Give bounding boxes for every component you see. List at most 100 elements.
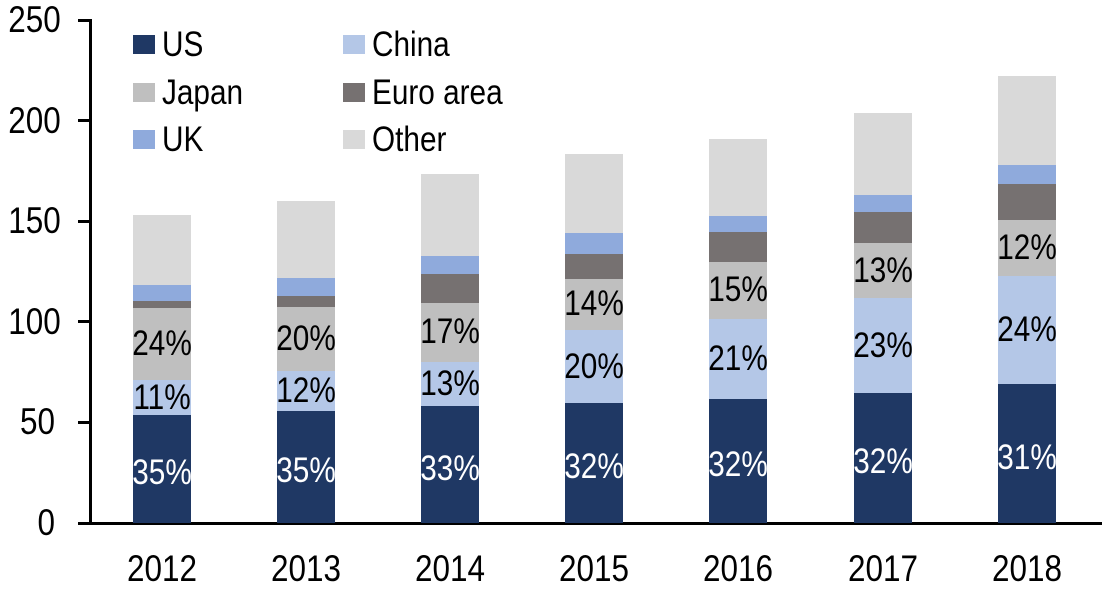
segment-pct-label: 31% xyxy=(996,437,1057,477)
y-tick xyxy=(78,420,89,424)
segment-pct-label: 24% xyxy=(132,324,192,364)
x-axis-label: 2015 xyxy=(559,548,630,589)
legend-label: Other xyxy=(372,120,447,159)
bar-segment-china xyxy=(997,275,1056,385)
segment-pct-label: 35% xyxy=(132,453,192,493)
bar-segment-uk xyxy=(277,277,336,296)
legend-item-euro-area: Euro area xyxy=(343,73,526,112)
segment-pct-label: 35% xyxy=(276,451,336,491)
bar-segment-other xyxy=(421,174,480,256)
bar-segment-other xyxy=(709,138,768,217)
bar-segment-uk xyxy=(421,255,480,274)
bar-segment-us xyxy=(709,399,768,523)
x-axis-label: 2018 xyxy=(991,548,1062,589)
us-legend-swatch xyxy=(133,35,155,54)
other-legend-swatch xyxy=(343,130,365,149)
segment-pct-label: 12% xyxy=(996,228,1057,268)
segment-pct-label: 20% xyxy=(276,319,336,358)
japan-legend-swatch xyxy=(133,83,155,102)
bar-segment-other xyxy=(853,112,912,196)
bar-segment-euro-area xyxy=(709,232,768,262)
bar-segment-euro-area xyxy=(565,253,624,279)
bar-segment-us xyxy=(997,384,1056,523)
bar-segment-us xyxy=(133,415,191,523)
bar-segment-japan xyxy=(709,261,768,319)
bar-segment-china xyxy=(421,362,480,407)
segment-pct-label: 32% xyxy=(708,445,769,485)
legend-label: UK xyxy=(162,120,204,159)
legend-label: US xyxy=(162,25,204,64)
segment-pct-label: 33% xyxy=(420,448,480,488)
legend-item-china: China xyxy=(343,25,463,64)
bar-segment-uk xyxy=(709,216,768,233)
bar-segment-china xyxy=(709,318,768,400)
bar-segment-us xyxy=(853,393,912,523)
segment-pct-label: 14% xyxy=(564,284,625,324)
bar-segment-china xyxy=(565,329,624,404)
x-axis-label: 2017 xyxy=(847,548,918,589)
bar-segment-euro-area xyxy=(997,184,1056,221)
y-tick-label: 250 xyxy=(8,0,61,41)
bar-segment-japan xyxy=(133,307,191,381)
euro-area-legend-swatch xyxy=(343,83,365,102)
bar-segment-other xyxy=(133,215,191,285)
segment-pct-label: 23% xyxy=(852,325,913,365)
bar-segment-china xyxy=(133,380,191,416)
y-tick xyxy=(78,18,89,22)
bar-segment-china xyxy=(277,371,336,412)
y-tick xyxy=(78,521,89,525)
bar-segment-japan xyxy=(421,302,480,363)
y-tick xyxy=(78,320,89,324)
bar-segment-us xyxy=(277,411,336,523)
segment-pct-label: 17% xyxy=(420,312,480,352)
bar-segment-china xyxy=(853,297,912,394)
y-tick-label: 100 xyxy=(8,300,61,342)
y-tick-label: 200 xyxy=(8,99,61,141)
bar-segment-japan xyxy=(277,306,336,372)
legend-item-other: Other xyxy=(343,120,460,159)
y-tick-label: 50 xyxy=(20,401,55,443)
uk-legend-swatch xyxy=(133,130,155,149)
bar-segment-uk xyxy=(133,284,191,301)
segment-pct-label: 12% xyxy=(276,371,336,411)
segment-pct-label: 13% xyxy=(852,250,913,290)
y-tick-label: 150 xyxy=(8,200,61,242)
legend-label: China xyxy=(372,25,450,64)
bar-segment-us xyxy=(421,406,480,523)
bar-segment-euro-area xyxy=(277,295,336,307)
bar-segment-euro-area xyxy=(853,212,912,244)
bar-segment-euro-area xyxy=(421,273,480,303)
segment-pct-label: 21% xyxy=(708,339,769,379)
bar-segment-us xyxy=(565,403,624,523)
x-axis-label: 2016 xyxy=(703,548,774,589)
x-axis-label: 2014 xyxy=(415,548,486,589)
y-tick-label: 0 xyxy=(37,502,55,543)
x-axis-label: 2012 xyxy=(127,548,197,589)
legend-item-us: US xyxy=(133,25,211,64)
y-tick xyxy=(78,119,89,123)
bar-segment-uk xyxy=(853,195,912,213)
segment-pct-label: 15% xyxy=(708,270,769,310)
legend-label: Euro area xyxy=(372,73,503,112)
bar-segment-euro-area xyxy=(133,300,191,308)
x-axis-label: 2013 xyxy=(271,548,342,589)
segment-pct-label: 20% xyxy=(564,346,625,386)
segment-pct-label: 11% xyxy=(133,377,191,417)
china-legend-swatch xyxy=(343,35,365,54)
legend-item-japan: Japan xyxy=(133,73,257,112)
segment-pct-label: 24% xyxy=(996,309,1057,349)
bar-segment-uk xyxy=(997,165,1056,185)
legend-label: Japan xyxy=(162,73,244,112)
x-axis-line xyxy=(89,521,1102,525)
bar-segment-other xyxy=(277,201,336,278)
bar-segment-other xyxy=(997,75,1056,166)
legend-item-uk: UK xyxy=(133,120,211,159)
bar-segment-other xyxy=(565,154,624,234)
segment-pct-label: 32% xyxy=(564,447,625,487)
bar-segment-uk xyxy=(565,233,624,254)
bar-segment-japan xyxy=(853,243,912,298)
bar-segment-japan xyxy=(997,220,1056,276)
segment-pct-label: 32% xyxy=(852,442,913,482)
y-tick xyxy=(78,219,89,223)
